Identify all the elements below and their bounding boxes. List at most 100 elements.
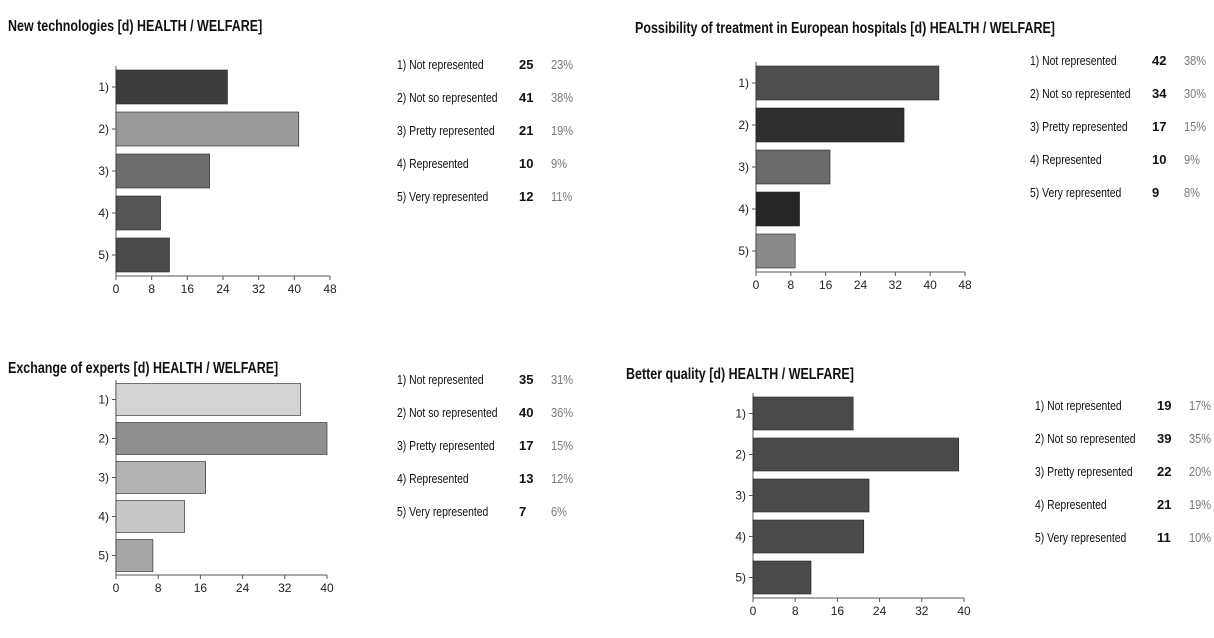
legend-label: 3) Pretty represented (1030, 119, 1128, 134)
legend-count: 21 (1157, 497, 1172, 512)
y-tick-label: 4) (738, 202, 749, 216)
x-tick-label: 0 (753, 278, 760, 292)
x-tick-label: 16 (194, 581, 208, 595)
bar-chart: 1) 2) 3) 4) 5) 0 8 16 24 32 40 (98, 380, 334, 595)
bar (115, 539, 154, 572)
y-tick-label: 4) (98, 510, 109, 524)
legend-percentage: 15% (1184, 119, 1207, 134)
legend-label: 3) Pretty represented (397, 438, 495, 453)
y-tick-label: 2) (738, 118, 749, 132)
legend-count: 17 (519, 438, 534, 453)
x-tick-label: 24 (236, 581, 250, 595)
chart-title: Possibility of treatment in European hos… (635, 20, 1055, 37)
x-tick-label: 32 (915, 604, 929, 618)
legend-percentage: 23% (551, 57, 574, 72)
bar (755, 233, 796, 269)
x-tick-label: 8 (792, 604, 799, 618)
y-tick-label: 2) (98, 122, 109, 136)
legend-count: 42 (1152, 53, 1167, 68)
bar (752, 437, 960, 472)
bar (115, 69, 228, 105)
bar (755, 191, 800, 227)
bar-chart: 1) 2) 3) 4) 5) 0 8 16 24 32 40 48 (738, 62, 972, 292)
legend-percentage: 19% (551, 123, 574, 138)
y-tick-label: 3) (98, 471, 109, 485)
legend-percentage: 36% (551, 405, 574, 420)
legend-count: 12 (519, 189, 534, 204)
bar (115, 153, 210, 189)
chart-title: New technologies [d) HEALTH / WELFARE] (8, 18, 263, 35)
y-tick-label: 1) (98, 80, 109, 94)
chart-legend: 1) Not represented 19 17% 2) Not so represe… (1035, 398, 1214, 558)
y-tick-label: 2) (98, 432, 109, 446)
bar (115, 111, 300, 147)
chart-legend: 1) Not represented 35 31% 2) Not so represe… (397, 372, 587, 532)
bar (752, 478, 870, 513)
x-tick-label: 8 (155, 581, 162, 595)
y-tick-label: 3) (735, 489, 746, 503)
bar-chart: 1) 2) 3) 4) 5) 0 8 16 24 32 40 48 (98, 66, 337, 296)
y-tick-label: 4) (735, 530, 746, 544)
legend-percentage: 35% (1189, 431, 1212, 446)
x-tick-label: 16 (819, 278, 833, 292)
legend-label: 4) Represented (1035, 497, 1107, 512)
chart-legend: 1) Not represented 25 23% 2) Not so represe… (397, 57, 587, 217)
x-tick-label: 16 (181, 282, 195, 296)
y-tick-label: 1) (735, 407, 746, 421)
x-tick-label: 40 (320, 581, 334, 595)
bar (755, 65, 940, 101)
legend-percentage: 19% (1189, 497, 1212, 512)
legend-count: 34 (1152, 86, 1167, 101)
chart-title: Better quality [d) HEALTH / WELFARE] (626, 366, 854, 383)
legend-label: 1) Not represented (1035, 398, 1122, 413)
legend-count: 9 (1152, 185, 1160, 200)
legend-label: 5) Very represented (1035, 530, 1127, 545)
x-tick-label: 48 (323, 282, 337, 296)
legend-percentage: 31% (551, 372, 574, 387)
x-tick-label: 24 (873, 604, 887, 618)
legend-label: 2) Not so represented (1035, 431, 1136, 446)
legend-count: 19 (1157, 398, 1172, 413)
bar (115, 195, 161, 231)
chart-legend: 1) Not represented 42 38% 2) Not so represe… (1030, 53, 1214, 213)
legend-count: 13 (519, 471, 534, 486)
legend-percentage: 9% (551, 156, 567, 171)
y-tick-label: 5) (735, 571, 746, 585)
chart-panel-european-hospitals: Possibility of treatment in European hos… (627, 0, 1214, 318)
x-tick-label: 40 (288, 282, 302, 296)
legend-label: 2) Not so represented (397, 405, 498, 420)
bar (115, 461, 206, 494)
legend-label: 4) Represented (1030, 152, 1102, 167)
legend-percentage: 15% (551, 438, 574, 453)
y-tick-label: 2) (735, 448, 746, 462)
x-tick-label: 40 (957, 604, 971, 618)
bar (752, 560, 812, 595)
bar (755, 107, 905, 143)
legend-label: 5) Very represented (397, 189, 489, 204)
bar (755, 149, 831, 185)
legend-count: 41 (519, 90, 534, 105)
chart-panel-exchange-of-experts: Exchange of experts [d) HEALTH / WELFARE… (8, 330, 598, 637)
legend-count: 39 (1157, 431, 1172, 446)
bar (752, 396, 854, 431)
y-tick-label: 3) (738, 160, 749, 174)
x-tick-label: 0 (113, 282, 120, 296)
x-tick-label: 32 (889, 278, 903, 292)
legend-count: 22 (1157, 464, 1172, 479)
x-tick-label: 40 (923, 278, 937, 292)
legend-label: 2) Not so represented (397, 90, 498, 105)
legend-count: 10 (1152, 152, 1167, 167)
legend-label: 1) Not represented (397, 372, 484, 387)
legend-label: 4) Represented (397, 156, 469, 171)
legend-percentage: 38% (1184, 53, 1207, 68)
y-tick-label: 1) (738, 76, 749, 90)
y-tick-label: 3) (98, 164, 109, 178)
bar (115, 422, 328, 455)
legend-percentage: 20% (1189, 464, 1212, 479)
x-tick-label: 24 (216, 282, 230, 296)
legend-percentage: 8% (1184, 185, 1200, 200)
legend-percentage: 11% (551, 189, 573, 204)
x-tick-label: 8 (148, 282, 155, 296)
legend-label: 4) Represented (397, 471, 469, 486)
legend-count: 17 (1152, 119, 1167, 134)
